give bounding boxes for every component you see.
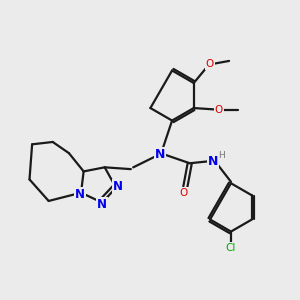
Text: O: O [180,188,188,198]
Text: H: H [218,151,225,160]
Text: N: N [112,180,122,193]
Text: N: N [155,148,166,161]
Text: O: O [215,104,223,115]
Text: N: N [75,188,85,201]
Text: Cl: Cl [226,243,236,253]
Text: N: N [97,198,107,211]
Text: O: O [206,59,214,69]
Text: N: N [208,155,218,168]
